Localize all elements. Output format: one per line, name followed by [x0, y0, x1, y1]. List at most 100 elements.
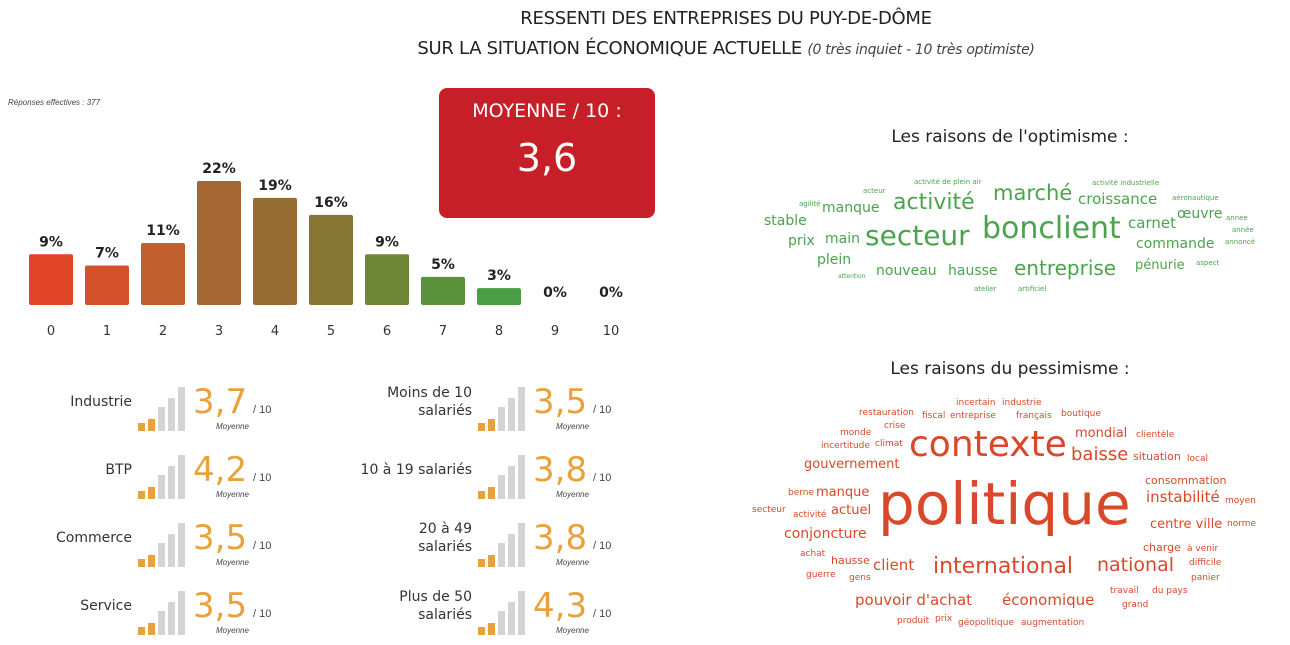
segment-industrie: Industrie 3,7 / 10 Moyenne [0, 378, 300, 438]
gauge-bar [478, 491, 485, 499]
segment-score: 3,7 [193, 382, 248, 422]
gauge-bar [138, 491, 145, 499]
word: activité de plein air [914, 178, 982, 186]
segment-caption: Moyenne [556, 558, 589, 567]
word: national [1097, 554, 1175, 576]
bar-value-label: 9% [39, 234, 63, 250]
word: fiscal [922, 411, 946, 421]
gauge-bar [498, 475, 505, 499]
word: économique [1002, 591, 1095, 609]
segment-scale: / 10 [593, 472, 612, 484]
segment-name: Plus de 50 salariés [399, 589, 472, 623]
word: conjoncture [784, 526, 867, 542]
segment-caption: Moyenne [216, 626, 249, 635]
gauge-icon [138, 455, 185, 499]
word: situation [1133, 450, 1181, 463]
segment-btp: BTP 4,2 / 10 Moyenne [0, 446, 300, 506]
word: incertain [956, 398, 996, 408]
bar-value-label: 3% [487, 268, 511, 284]
gauge-bar [148, 419, 155, 431]
subtitle-scale: (0 très inquiet - 10 très optimiste) [807, 42, 1035, 58]
x-tick-label: 8 [495, 324, 503, 339]
page-title: RESSENTI DES ENTREPRISES DU PUY-DE-DÔME [520, 8, 932, 29]
segment-score: 3,5 [193, 518, 248, 558]
x-tick-label: 9 [551, 324, 559, 339]
gauge-bar [168, 602, 175, 635]
word: mondial [1075, 426, 1128, 441]
word: secteur [865, 219, 970, 252]
bar-value-label: 11% [146, 223, 180, 239]
word: acteur [863, 187, 886, 195]
gauge-icon [478, 387, 525, 431]
gauge-bar [148, 487, 155, 499]
word: gouvernement [804, 457, 900, 472]
x-tick-label: 2 [159, 324, 167, 339]
bar-value-label: 0% [599, 285, 623, 301]
gauge-icon [138, 387, 185, 431]
gauge-bar [158, 611, 165, 635]
word: entreprise [950, 411, 996, 421]
word: main [825, 231, 860, 247]
word: agilité [799, 200, 821, 208]
bar-5 [309, 214, 353, 305]
word: nouveau [876, 263, 937, 279]
x-tick-label: 10 [603, 324, 620, 339]
segment-score: 4,3 [533, 586, 588, 626]
word: pouvoir d'achat [855, 591, 973, 609]
segment-10-19: 10 à 19 salariés 3,8 / 10 Moyenne [340, 446, 640, 506]
gauge-icon [478, 455, 525, 499]
word: gens [849, 573, 871, 583]
segment-caption: Moyenne [556, 490, 589, 499]
segment-caption: Moyenne [216, 558, 249, 567]
gauge-bar [508, 602, 515, 635]
gauge-bar [498, 407, 505, 431]
bar-7 [421, 276, 465, 305]
word: attention [838, 273, 866, 280]
gauge-bar [488, 419, 495, 431]
gauge-icon [478, 591, 525, 635]
bar-6 [365, 254, 409, 305]
gauge-bar [508, 466, 515, 499]
gauge-icon [138, 591, 185, 635]
gauge-bar [498, 611, 505, 635]
word: instabilité [1146, 488, 1220, 506]
segment-score: 3,5 [193, 586, 248, 626]
gauge-bar [148, 623, 155, 635]
word: carnet [1128, 214, 1176, 232]
bar-1 [85, 265, 129, 305]
gauge-bar [518, 591, 525, 635]
word: croissance [1078, 190, 1158, 208]
segment-name: Commerce [56, 530, 132, 546]
word: industrie [1002, 398, 1042, 408]
word: moyen [1225, 496, 1256, 506]
segment-20-49: 20 à 49 salariés 3,8 / 10 Moyenne [340, 514, 640, 574]
gauge-bar [178, 523, 185, 567]
segment-score: 3,8 [533, 450, 588, 490]
word: politique [878, 470, 1131, 538]
word: climat [875, 439, 903, 449]
gauge-bar [498, 543, 505, 567]
word: commande [1136, 236, 1215, 252]
word: restauration [859, 408, 914, 418]
word: panier [1191, 573, 1220, 583]
word: actuel [831, 503, 872, 518]
subtitle-main: SUR LA SITUATION ÉCONOMIQUE ACTUELLE [417, 38, 802, 59]
average-label: MOYENNE / 10 : [472, 100, 622, 122]
segment-score: 3,5 [533, 382, 588, 422]
pessimism-title: Les raisons du pessimisme : [890, 359, 1130, 379]
word: boutique [1061, 409, 1101, 419]
segment-caption: Moyenne [556, 422, 589, 431]
word: aéronautique [1172, 194, 1219, 202]
segment-score: 3,8 [533, 518, 588, 558]
gauge-bar [178, 387, 185, 431]
word: manque [816, 485, 870, 500]
gauge-bar [478, 423, 485, 431]
segment-service: Service 3,5 / 10 Moyenne [0, 582, 300, 642]
x-tick-label: 1 [103, 324, 111, 339]
word: consommation [1145, 474, 1227, 487]
gauge-bar [518, 387, 525, 431]
word: augmentation [1021, 618, 1085, 628]
segment-caption: Moyenne [216, 422, 249, 431]
bar-value-label: 16% [314, 195, 348, 211]
word: contexte [909, 424, 1067, 465]
